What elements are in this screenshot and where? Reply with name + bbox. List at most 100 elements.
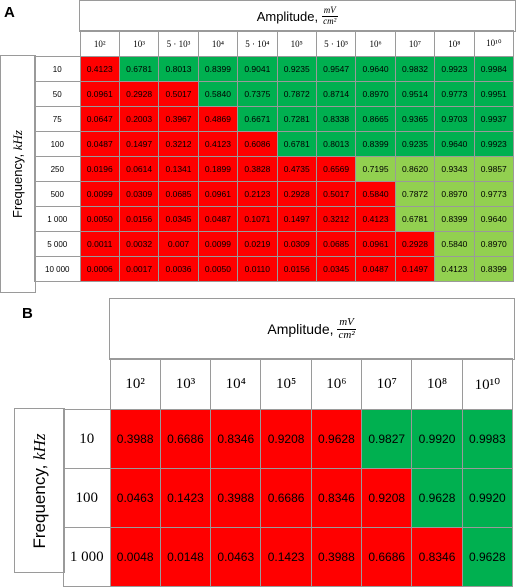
panel-b-table: 10² 10³ 10⁴ 10⁵ 10⁶ 10⁷ 10⁸ 10¹⁰ 10 0.3988 0.6686…: [63, 358, 514, 587]
panel-a-y-label: Frequency, kHz: [10, 130, 26, 218]
row-label: 10: [63, 409, 111, 469]
table-cell: 0.7281: [276, 106, 317, 132]
table-cell: 0.9920: [411, 409, 463, 469]
panel-a-unit-den: cm²: [323, 15, 337, 26]
table-cell: 0.9235: [276, 56, 317, 82]
panel-b-unit-den: cm²: [338, 328, 355, 341]
table-cell: 0.9983: [461, 409, 514, 469]
table-cell: 0.0685: [315, 231, 357, 257]
table-cell: 0.8013: [158, 56, 199, 82]
table-cell: 0.0463: [210, 527, 262, 587]
table-cell: 0.0011: [79, 231, 120, 257]
column-header: 5 · 10⁵: [315, 30, 357, 57]
table-cell: 0.9857: [473, 156, 515, 182]
table-cell: 0.0614: [118, 156, 160, 182]
table-cell: 0.7872: [276, 81, 317, 107]
column-header: 10¹⁰: [461, 358, 514, 410]
row-label: 50: [34, 81, 81, 107]
table-cell: 0.6781: [276, 131, 317, 157]
table-cell: 0.8399: [473, 256, 515, 282]
table-cell: 0.4123: [355, 206, 396, 232]
table-cell: 0.1899: [197, 156, 239, 182]
table-cell: 0.6671: [237, 106, 278, 132]
table-cell: 0.9628: [310, 409, 363, 469]
panel-a-title-text: Amplitude,: [256, 8, 319, 24]
table-cell: 0.5840: [434, 231, 475, 257]
table-cell: 0.3988: [310, 527, 363, 587]
table-cell: 0.0487: [197, 206, 239, 232]
table-cell: 0.6686: [260, 468, 312, 528]
table-cell: 0.1497: [276, 206, 317, 232]
table-cell: 0.8970: [434, 181, 475, 207]
panel-b-y-label: Frequency, kHz: [30, 433, 50, 548]
panel-a-corner: [34, 30, 81, 57]
table-cell: 0.1497: [118, 131, 160, 157]
table-cell: 0.5017: [158, 81, 199, 107]
panel-b-y-unit: kHz: [29, 433, 49, 460]
column-header: 10²: [79, 30, 120, 57]
column-header: 10⁴: [210, 358, 262, 410]
table-cell: 0.9920: [461, 468, 514, 528]
table-cell: 0.9832: [394, 56, 436, 82]
table-cell: 0.4123: [197, 131, 239, 157]
table-cell: 0.0156: [118, 206, 160, 232]
table-cell: 0.2123: [237, 181, 278, 207]
table-cell: 0.9235: [394, 131, 436, 157]
table-cell: 0.0309: [118, 181, 160, 207]
table-row: 100 0.0487 0.1497 0.3212 0.4123 0.6086 0.6781 0…: [34, 131, 515, 157]
table-cell: 0.0099: [79, 181, 120, 207]
table-cell: 0.8665: [355, 106, 396, 132]
table-cell: 0.9984: [473, 56, 515, 82]
table-cell: 0.3828: [237, 156, 278, 182]
table-cell: 0.9773: [434, 81, 475, 107]
table-cell: 0.1423: [260, 527, 312, 587]
table-cell: 0.6781: [118, 56, 160, 82]
row-label: 500: [34, 181, 81, 207]
table-cell: 0.9640: [355, 56, 396, 82]
row-label: 250: [34, 156, 81, 182]
table-row: 10 000 0.0006 0.0017 0.0036 0.0050 0.0110 0.01…: [34, 256, 515, 282]
panel-a-title-box: Amplitude, mV cm²: [79, 0, 516, 32]
panel-b-title-text: Amplitude,: [267, 321, 334, 337]
table-cell: 0.4123: [434, 256, 475, 282]
table-cell: 0.8338: [315, 106, 357, 132]
table-cell: 0.5840: [197, 81, 239, 107]
panel-a-y-axis-box: Frequency, kHz: [0, 55, 36, 293]
table-cell: 0.0196: [79, 156, 120, 182]
table-cell: 0.8399: [355, 131, 396, 157]
panel-b-y-axis-box: Frequency, kHz: [14, 408, 65, 573]
table-cell: 0.9640: [434, 131, 475, 157]
table-cell: 0.9827: [361, 409, 413, 469]
table-cell: 0.8399: [197, 56, 239, 82]
table-cell: 0.0032: [118, 231, 160, 257]
table-cell: 0.6686: [361, 527, 413, 587]
column-header: 10⁷: [394, 30, 436, 57]
row-label: 100: [34, 131, 81, 157]
panel-b-header-row: 10² 10³ 10⁴ 10⁵ 10⁶ 10⁷ 10⁸ 10¹⁰: [63, 358, 514, 410]
table-cell: 0.9923: [473, 131, 515, 157]
column-header: 5 · 10⁴: [237, 30, 278, 57]
column-header: 10⁶: [310, 358, 363, 410]
table-cell: 0.0685: [158, 181, 199, 207]
column-header: 5 · 10³: [158, 30, 199, 57]
table-cell: 0.4735: [276, 156, 317, 182]
column-header: 10³: [159, 358, 212, 410]
table-cell: 0.2003: [118, 106, 160, 132]
panel-b-title-box: Amplitude, mV cm²: [109, 298, 515, 360]
table-cell: 0.3212: [315, 206, 357, 232]
table-cell: 0.2928: [118, 81, 160, 107]
table-cell: 0.9628: [411, 468, 463, 528]
table-cell: 0.7195: [355, 156, 396, 182]
column-header: 10³: [118, 30, 160, 57]
row-label: 75: [34, 106, 81, 132]
panel-a-table: 10² 10³ 5 · 10³ 10⁴ 5 · 10⁴ 10⁵ 5 · 10⁵ 10⁶ 10⁷ 1…: [34, 30, 515, 282]
table-row: 10 0.4123 0.6781 0.8013 0.8399 0.9041 0.9235 0.…: [34, 56, 515, 82]
table-row: 10 0.3988 0.6686 0.8346 0.9208 0.9628 0.9827 0.…: [63, 409, 514, 469]
table-cell: 0.0961: [355, 231, 396, 257]
row-label: 1 000: [63, 527, 111, 587]
column-header: 10⁸: [434, 30, 475, 57]
column-header: 10²: [109, 358, 161, 410]
table-row: 50 0.0961 0.2928 0.5017 0.5840 0.7375 0.7872 0.…: [34, 81, 515, 107]
table-cell: 0.6686: [159, 409, 212, 469]
table-cell: 0.3988: [109, 409, 161, 469]
